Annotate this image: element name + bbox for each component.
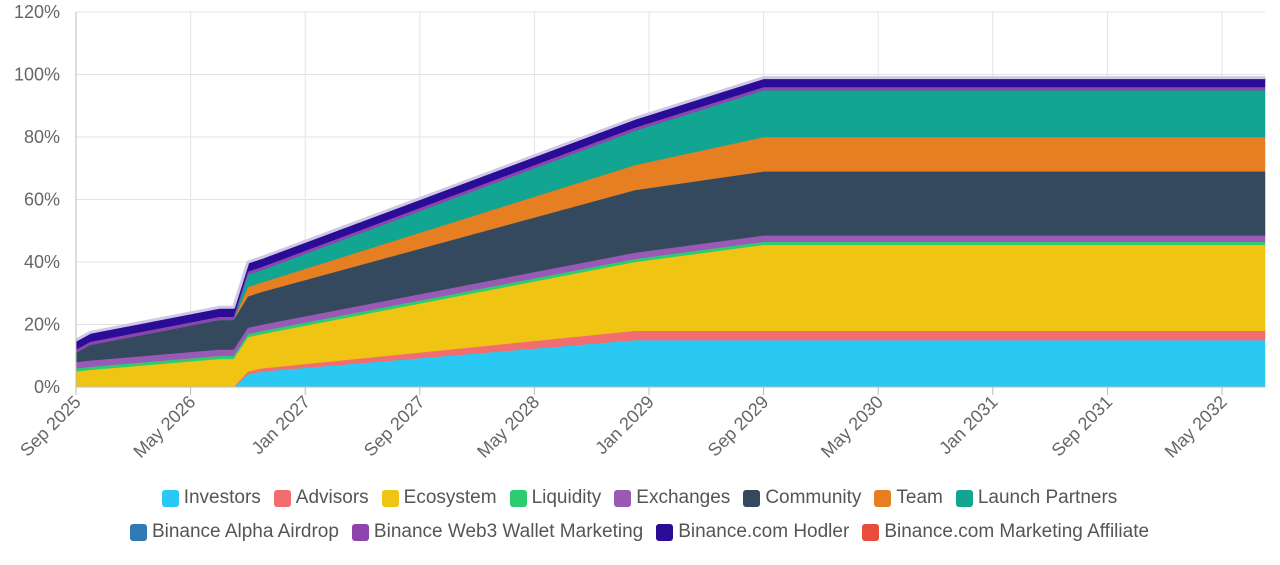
legend-swatch	[956, 490, 972, 506]
legend-item-launch-partners[interactable]: Launch Partners	[956, 487, 1118, 509]
legend-swatch	[657, 524, 673, 540]
legend-item-binance-alpha-airdrop[interactable]: Binance Alpha Airdrop	[130, 521, 339, 543]
y-tick-label: 40%	[24, 252, 60, 272]
legend-swatch	[744, 490, 760, 506]
legend-item-binance-web3-wallet-marketing[interactable]: Binance Web3 Wallet Marketing	[352, 521, 644, 543]
legend-swatch	[615, 490, 631, 506]
x-tick-label: May 2028	[473, 392, 543, 462]
x-tick-label: Sep 2027	[360, 392, 429, 461]
legend-label: Advisors	[295, 487, 369, 508]
legend-row: Investors Advisors Ecosystem Liquidity Excha…	[162, 487, 1118, 509]
x-tick-label: Jan 2027	[248, 392, 315, 459]
y-tick-label: 80%	[24, 127, 60, 147]
legend-label: Binance Alpha Airdrop	[151, 521, 339, 542]
legend-label: Ecosystem	[403, 487, 497, 508]
legend-item-investors[interactable]: Investors	[162, 487, 261, 509]
chart-plot: 0% 20% 40% 60% 80% 100% 120% Sep 2025 May 2026 Ja…	[14, 2, 1266, 462]
legend-swatch	[130, 524, 146, 540]
legend-swatch	[382, 490, 398, 506]
y-tick-label: 120%	[14, 2, 60, 22]
stack-top-outline	[75, 76, 1265, 342]
legend-item-exchanges[interactable]: Exchanges	[615, 487, 730, 509]
y-tick-label: 20%	[24, 315, 60, 335]
legend-label: Binance Web3 Wallet Marketing	[373, 521, 644, 542]
legend-label: Community	[765, 487, 862, 508]
legend-label: Binance.com Marketing Affiliate	[884, 521, 1150, 542]
legend-item-ecosystem[interactable]: Ecosystem	[382, 487, 497, 509]
x-tick-label: May 2030	[817, 392, 887, 462]
legend-label: Binance.com Hodler	[678, 521, 850, 542]
legend-item-advisors[interactable]: Advisors	[274, 487, 369, 509]
legend-item-binance-com-hodler[interactable]: Binance.com Hodler	[657, 521, 849, 543]
x-tick-label: May 2026	[129, 392, 199, 462]
y-tick-label: 60%	[24, 190, 60, 210]
legend-label: Liquidity	[531, 487, 602, 508]
y-tick-label: 100%	[14, 65, 60, 85]
legend-label: Investors	[183, 487, 261, 508]
legend-item-team[interactable]: Team	[875, 487, 943, 509]
legend-swatch	[510, 490, 526, 506]
legend-swatch	[162, 490, 178, 506]
legend-item-community[interactable]: Community	[744, 487, 861, 509]
x-tick-label: May 2032	[1161, 392, 1231, 462]
x-tick-label: Jan 2029	[591, 392, 658, 459]
legend-row: Binance Alpha Airdrop Binance Web3 Wallet…	[130, 521, 1149, 543]
y-tick-label: 0%	[34, 377, 60, 397]
x-tick-label: Jan 2031	[935, 392, 1002, 459]
legend-label: Team	[896, 487, 943, 508]
x-tick-label: Sep 2029	[704, 392, 773, 461]
legend-label: Exchanges	[636, 487, 731, 508]
legend-swatch	[875, 490, 891, 506]
x-tick-label: Sep 2025	[16, 392, 85, 461]
legend-label: Launch Partners	[977, 487, 1118, 508]
legend-item-liquidity[interactable]: Liquidity	[510, 487, 602, 509]
chart-legend: Investors Advisors Ecosystem Liquidity Excha…	[0, 487, 1280, 543]
legend-swatch	[274, 490, 290, 506]
legend-swatch	[863, 524, 879, 540]
x-tick-label: Sep 2031	[1048, 392, 1117, 461]
legend-swatch	[352, 524, 368, 540]
legend-item-binance-com-marketing-affiliate[interactable]: Binance.com Marketing Affiliate	[863, 521, 1149, 543]
